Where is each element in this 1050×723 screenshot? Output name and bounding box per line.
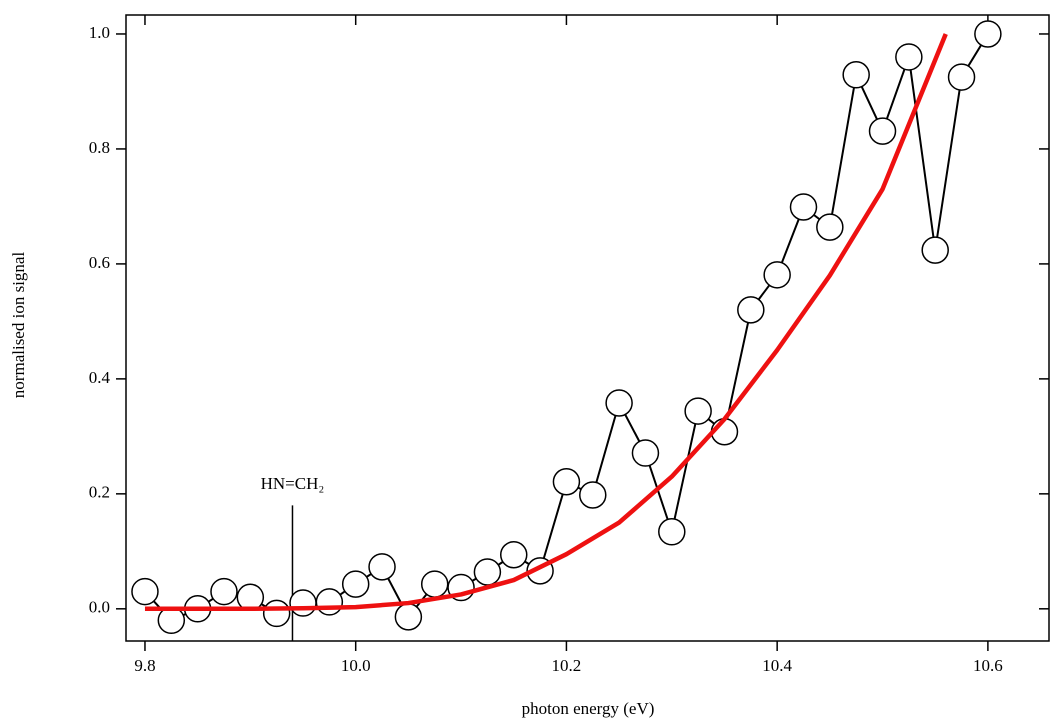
- data-point: [341, 570, 370, 598]
- data-point: [789, 193, 818, 221]
- y-axis-label: normalised ion signal: [9, 252, 28, 399]
- data-point: [579, 481, 607, 509]
- data-point: [236, 583, 265, 612]
- plot-frame: [125, 14, 1050, 642]
- y-tick-label: 1.0: [89, 23, 110, 42]
- data-point: [131, 577, 159, 606]
- data-point: [210, 577, 238, 606]
- data-point: [605, 389, 633, 417]
- data-point: [631, 439, 660, 467]
- data-point: [816, 213, 844, 241]
- data-point: [262, 599, 291, 628]
- y-tick-label: 0.4: [89, 368, 111, 387]
- data-point: [289, 589, 317, 617]
- x-tick-label: 10.2: [552, 656, 582, 675]
- x-tick-label: 10.4: [762, 656, 792, 675]
- data-point: [658, 518, 686, 546]
- data-point: [684, 397, 712, 425]
- data-point: [157, 606, 186, 635]
- data-point: [368, 553, 396, 581]
- data-point: [868, 117, 897, 145]
- data-point: [763, 261, 791, 289]
- data-point: [315, 588, 344, 616]
- annotation-label: HN=CH₂: [261, 474, 325, 493]
- data-point: [394, 603, 423, 631]
- data-point: [552, 468, 581, 496]
- data-line: [144, 33, 989, 622]
- data-point: [420, 570, 449, 598]
- x-tick-label: 10.6: [973, 656, 1003, 675]
- data-point: [974, 20, 1002, 48]
- data-point: [473, 558, 502, 586]
- data-point: [895, 43, 923, 71]
- data-point: [842, 61, 870, 89]
- fit-curve: [144, 33, 948, 612]
- x-tick-label: 9.8: [134, 656, 155, 675]
- x-axis-label: photon energy (eV): [522, 699, 655, 718]
- data-point: [921, 236, 949, 264]
- y-tick-label: 0.6: [89, 253, 110, 272]
- y-tick-label: 0.8: [89, 138, 110, 157]
- data-point: [737, 296, 765, 324]
- y-tick-label: 0.0: [89, 598, 110, 617]
- data-point: [947, 63, 976, 91]
- y-tick-label: 0.2: [89, 483, 110, 502]
- data-point: [499, 541, 528, 569]
- x-tick-label: 10.0: [341, 656, 371, 675]
